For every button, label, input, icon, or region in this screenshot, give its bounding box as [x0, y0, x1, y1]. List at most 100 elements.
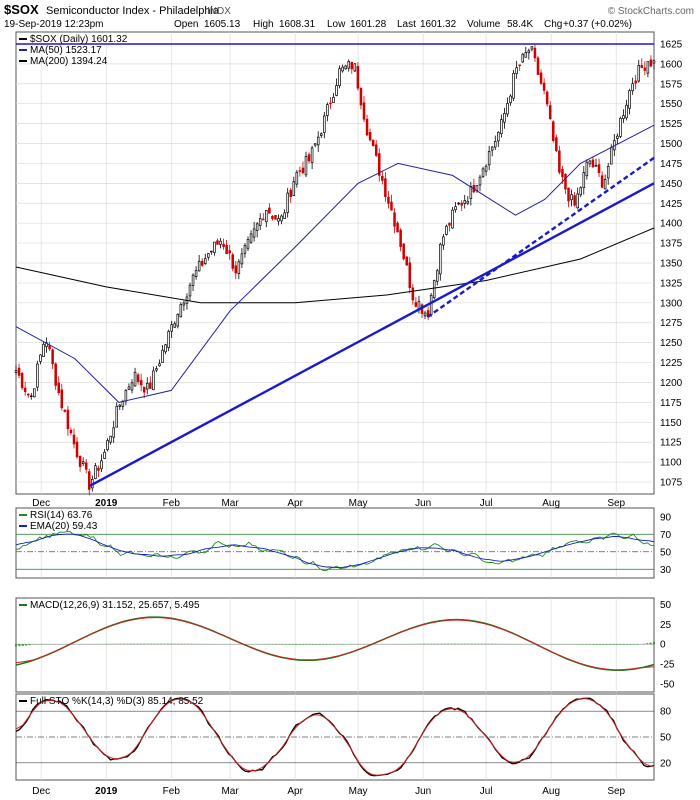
candle-body	[646, 61, 650, 74]
candle-body	[442, 236, 445, 246]
candle-body	[597, 164, 601, 174]
volume-value: 58.4K	[507, 19, 533, 30]
candle-body	[530, 46, 534, 50]
legend-label: MACD(12,26,9) 31.152, 25.657, 5.495	[30, 600, 200, 611]
macd-histogram-bar	[25, 644, 28, 646]
candle-body	[332, 96, 335, 103]
x-tick-label-bottom: Apr	[287, 786, 303, 797]
candle-body	[176, 313, 180, 327]
y-tick-label: 70	[660, 530, 672, 541]
candle-body	[539, 72, 543, 84]
legend-label: RSI(14) 63.76	[30, 510, 93, 521]
candle-body	[396, 222, 399, 233]
candle-body	[161, 349, 164, 363]
candle-body	[262, 218, 265, 221]
candle-body	[97, 467, 100, 471]
candle-body	[640, 65, 644, 69]
candle-body	[603, 179, 607, 190]
dashed-trendline	[426, 156, 655, 319]
chg-value: +0.37 (+0.02%)	[563, 19, 632, 30]
candle-body	[271, 215, 274, 219]
candle-body	[469, 186, 473, 199]
candle-body	[344, 65, 347, 70]
legend-label: MA(200) 1394.24	[30, 56, 108, 67]
y-tick-label: 80	[660, 707, 672, 718]
y-tick-label: -25	[660, 660, 675, 671]
candle-body	[277, 218, 280, 222]
macd-histogram-bar	[612, 644, 615, 645]
macd-histogram-bar	[609, 644, 612, 645]
candle-body	[258, 218, 262, 226]
candle-body	[405, 256, 408, 266]
y-tick-label: 1350	[660, 259, 683, 270]
macd-histogram-bar	[605, 644, 608, 645]
candle-body	[634, 80, 637, 84]
candle-body	[521, 53, 524, 63]
candle-body	[371, 139, 375, 147]
candle-body	[57, 382, 60, 393]
high-value: 1608.31	[279, 19, 316, 30]
macd-histogram-bar	[143, 643, 146, 645]
candle-body	[350, 62, 354, 70]
macd-signal-line	[15, 617, 655, 671]
candle-body	[649, 59, 653, 67]
candle-body	[249, 233, 253, 243]
candle-body	[387, 196, 390, 204]
candle-body	[164, 344, 167, 353]
candle-body	[33, 388, 36, 398]
candle-body	[365, 118, 369, 136]
candle-body	[500, 119, 503, 135]
candle-body	[326, 104, 329, 116]
watermark: © StockCharts.com	[608, 6, 694, 17]
candle-body	[274, 215, 277, 220]
candle-body	[121, 401, 125, 407]
macd-histogram-bar	[629, 644, 632, 645]
candle-body	[463, 200, 466, 204]
candle-body	[106, 440, 109, 451]
candle-body	[295, 171, 299, 185]
macd-histogram-bar	[598, 644, 601, 645]
candle-body	[75, 441, 79, 458]
macd-histogram-bar	[622, 644, 625, 645]
symbol-label: $SOX	[4, 2, 39, 17]
open-value: 1605.13	[204, 19, 241, 30]
candle-body	[84, 462, 88, 470]
y-tick-label: 50	[660, 600, 672, 611]
y-tick-label: 1075	[660, 478, 683, 489]
candle-body	[158, 363, 161, 367]
candle-body	[194, 270, 198, 278]
macd-histogram-bar	[28, 644, 31, 646]
candle-body	[146, 382, 149, 390]
macd-histogram-bar	[153, 643, 156, 645]
macd-histogram-bar	[646, 643, 649, 645]
candle-body	[310, 147, 314, 163]
x-tick-label: Apr	[287, 498, 303, 509]
macd-histogram-bar	[160, 643, 163, 645]
candle-body	[509, 95, 512, 103]
candle-body	[78, 455, 82, 467]
macd-histogram-bar	[298, 644, 301, 645]
candle-body	[167, 331, 170, 348]
candle-body	[552, 121, 555, 141]
y-tick-label: 1475	[660, 159, 683, 170]
candle-body	[313, 143, 317, 146]
candle-body	[280, 215, 283, 222]
candle-body	[402, 243, 405, 260]
candle-body	[133, 371, 137, 387]
macd-histogram-bar	[301, 644, 304, 645]
y-tick-label: 1275	[660, 318, 683, 329]
high-label: High	[253, 19, 274, 30]
candle-body	[484, 165, 488, 172]
candle-body	[109, 435, 112, 443]
x-tick-label: Dec	[32, 498, 50, 509]
candle-body	[610, 146, 613, 165]
candle-body	[347, 61, 350, 69]
y-tick-label: 25	[660, 620, 672, 631]
candle-body	[481, 168, 485, 178]
macd-histogram-bar	[457, 643, 460, 645]
candle-body	[475, 185, 479, 191]
macd-histogram-bar	[453, 643, 456, 645]
y-tick-label: 50	[660, 547, 672, 558]
x-tick-label-bottom: Aug	[542, 786, 560, 797]
